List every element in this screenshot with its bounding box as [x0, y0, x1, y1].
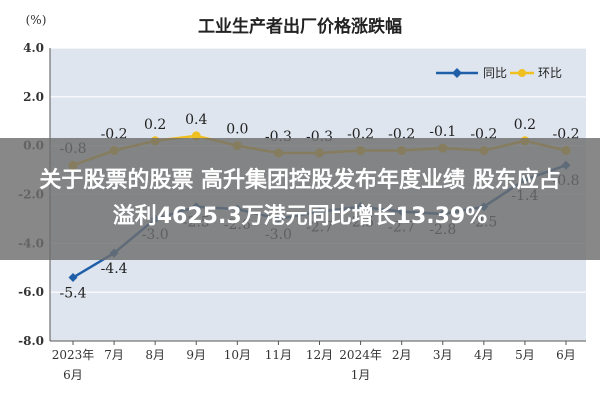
y-tick-label: -6.0: [18, 285, 44, 299]
x-tick-label: 10月: [224, 348, 251, 362]
y-tick-label: 2.0: [23, 90, 44, 104]
x-tick-label: 6月: [63, 368, 83, 382]
y-tick-label: 4.0: [23, 41, 44, 55]
x-tick-label: 4月: [474, 348, 494, 362]
data-label-yoy: -5.4: [60, 286, 87, 302]
legend-label-yoy: 同比: [483, 66, 507, 80]
x-tick-label: 11月: [265, 348, 292, 362]
x-tick-label: 5月: [515, 348, 535, 362]
data-label-yoy: -4.4: [101, 261, 128, 277]
x-tick-label: 6月: [556, 348, 576, 362]
x-tick-label: 3月: [433, 348, 453, 362]
data-label-mom: 0.2: [144, 117, 166, 133]
data-label-mom: 0.4: [185, 112, 207, 128]
data-point-yoy: [68, 273, 78, 283]
x-tick-label: 2月: [392, 348, 412, 362]
x-tick-label: 7月: [104, 348, 124, 362]
legend-marker-yoy: [452, 68, 462, 78]
legend-label-mom: 环比: [538, 66, 562, 80]
headline-line-1: 关于股票的股票 高升集团控股发布年度业绩 股东应占: [39, 168, 561, 193]
y-tick-label: -8.0: [18, 334, 44, 348]
x-tick-label: 12月: [306, 348, 333, 362]
x-tick-label: 8月: [145, 348, 165, 362]
x-tick-label: 2023年: [52, 348, 95, 362]
data-label-mom: 0.2: [514, 117, 536, 133]
legend-marker-mom: [518, 69, 526, 77]
headline-line-2: 溢利4625.3万港元同比增长13.39%: [112, 204, 488, 229]
legend: 同比 环比: [436, 66, 562, 80]
x-tick-label: 9月: [186, 348, 206, 362]
data-label-mom: 0.0: [226, 122, 248, 138]
axes: 4.02.00.0-2.0-4.0-6.0-8.02023年6月7月8月9月10…: [18, 41, 586, 382]
chart-title: 工业生产者出厂价格涨跌幅: [198, 16, 402, 37]
data-label-mom: -0.1: [429, 124, 456, 140]
x-tick-label: 1月: [351, 368, 371, 382]
y-axis-unit-label: (%): [26, 13, 47, 27]
x-tick-label: 2024年: [339, 348, 382, 362]
news-headline-banner: 关于股票的股票 高升集团控股发布年度业绩 股东应占 溢利4625.3万港元同比增…: [0, 138, 600, 260]
